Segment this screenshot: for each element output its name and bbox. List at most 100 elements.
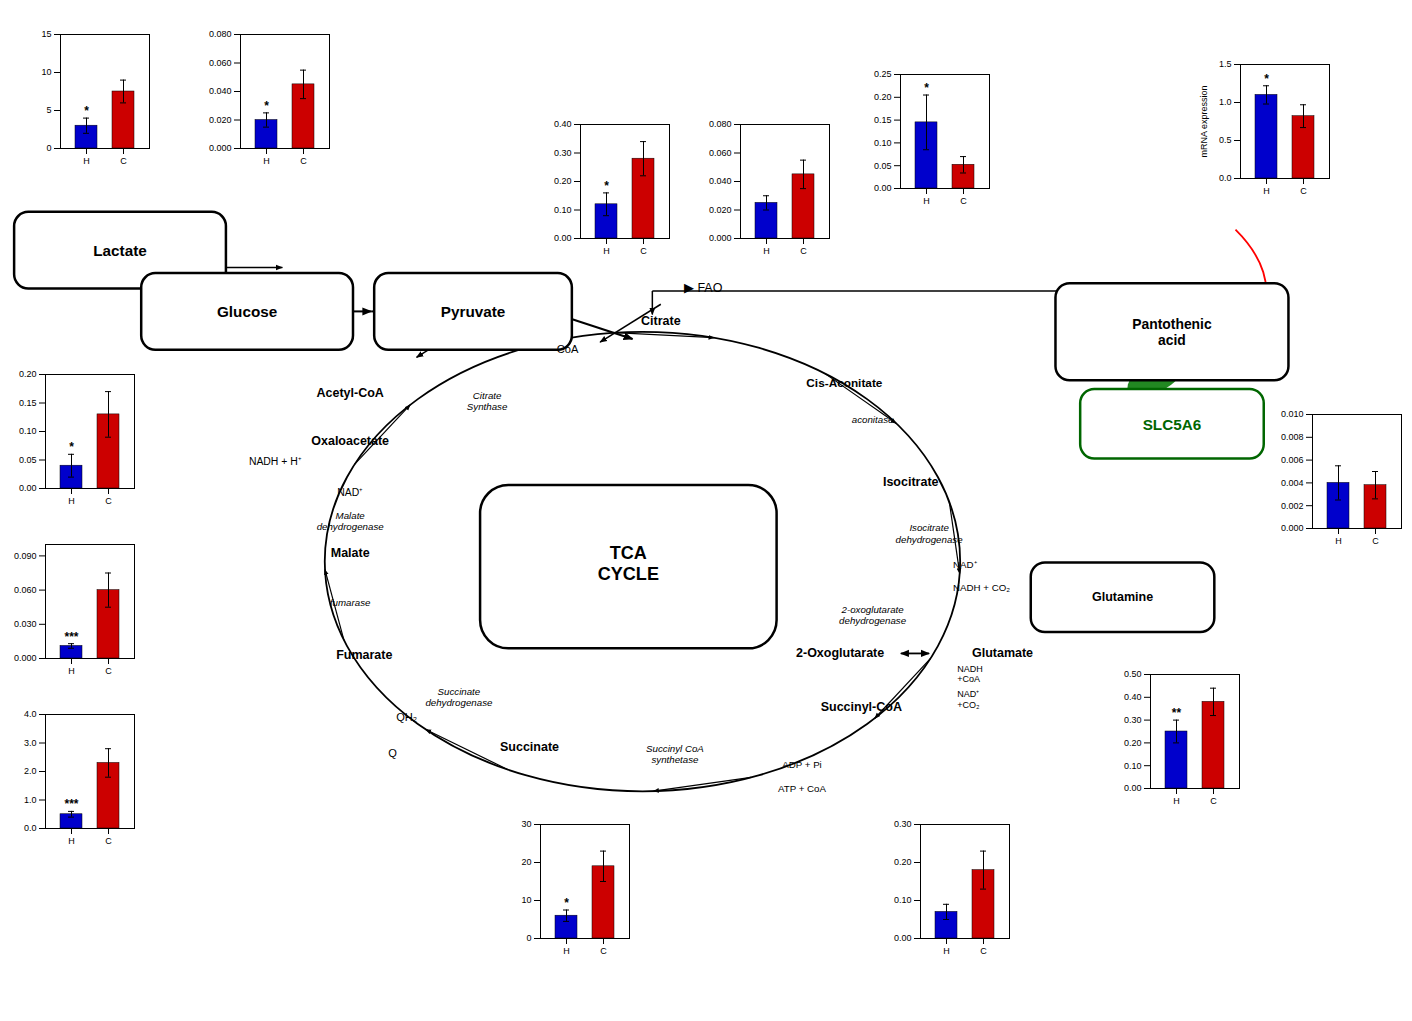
svg-text:0.30: 0.30 xyxy=(554,148,572,158)
svg-text:C: C xyxy=(1372,536,1379,546)
svg-text:0.000: 0.000 xyxy=(14,653,37,663)
svg-text:Acetyl-CoA: Acetyl-CoA xyxy=(316,386,383,400)
svg-text:H: H xyxy=(763,246,770,256)
svg-text:*: * xyxy=(264,99,269,113)
svg-text:0.060: 0.060 xyxy=(209,58,232,68)
svg-text:Isocitrate: Isocitrate xyxy=(883,475,939,489)
svg-text:Glutamine: Glutamine xyxy=(1092,590,1153,604)
svg-text:Citrate: Citrate xyxy=(641,314,681,328)
svg-text:0.10: 0.10 xyxy=(19,426,37,436)
svg-text:0.030: 0.030 xyxy=(14,619,37,629)
svg-text:0.40: 0.40 xyxy=(554,119,572,129)
svg-text:0.20: 0.20 xyxy=(19,369,37,379)
svg-text:Lactate: Lactate xyxy=(93,242,146,259)
svg-text:Pyruvate: Pyruvate xyxy=(441,303,506,320)
svg-text:H: H xyxy=(923,196,930,206)
svg-text:10: 10 xyxy=(521,895,531,905)
svg-text:*: * xyxy=(924,81,929,95)
svg-text:0.15: 0.15 xyxy=(874,115,892,125)
svg-text:***: *** xyxy=(64,797,78,811)
svg-text:0.00: 0.00 xyxy=(554,233,572,243)
svg-text:0.30: 0.30 xyxy=(1124,715,1142,725)
svg-text:0.000: 0.000 xyxy=(209,143,232,153)
svg-text:0.004: 0.004 xyxy=(1281,478,1304,488)
svg-text:▶ FAO: ▶ FAO xyxy=(684,281,723,295)
svg-text:Isocitratedehydrogenase: Isocitratedehydrogenase xyxy=(896,522,964,544)
svg-text:0.000: 0.000 xyxy=(709,233,732,243)
svg-text:Q: Q xyxy=(388,747,397,759)
svg-text:Malate: Malate xyxy=(331,546,370,560)
svg-text:*: * xyxy=(69,440,74,454)
svg-text:0.080: 0.080 xyxy=(709,119,732,129)
svg-text:0.00: 0.00 xyxy=(874,183,892,193)
svg-text:5: 5 xyxy=(46,105,51,115)
svg-text:0.00: 0.00 xyxy=(1124,783,1142,793)
svg-text:Succinyl-CoA: Succinyl-CoA xyxy=(821,700,902,714)
svg-text:0.002: 0.002 xyxy=(1281,501,1304,511)
svg-text:C: C xyxy=(300,156,307,166)
svg-text:H: H xyxy=(263,156,270,166)
svg-text:0.05: 0.05 xyxy=(19,455,37,465)
svg-text:0.010: 0.010 xyxy=(1281,409,1304,419)
svg-text:CitrateSynthase: CitrateSynthase xyxy=(467,389,508,411)
svg-text:0.10: 0.10 xyxy=(894,895,912,905)
svg-text:2-Oxoglutarate: 2-Oxoglutarate xyxy=(796,646,884,660)
svg-text:H: H xyxy=(1263,186,1270,196)
svg-text:0.10: 0.10 xyxy=(874,138,892,148)
svg-text:mRNA expression: mRNA expression xyxy=(1199,85,1209,157)
svg-text:1.0: 1.0 xyxy=(24,795,37,805)
svg-text:2.0: 2.0 xyxy=(24,766,37,776)
svg-text:H: H xyxy=(68,666,75,676)
svg-text:0.040: 0.040 xyxy=(709,176,732,186)
svg-text:0.020: 0.020 xyxy=(709,205,732,215)
svg-text:0.10: 0.10 xyxy=(1124,761,1142,771)
svg-text:H: H xyxy=(1173,796,1180,806)
svg-text:NADH+CoA: NADH+CoA xyxy=(957,664,983,684)
svg-text:0.20: 0.20 xyxy=(554,176,572,186)
svg-text:1.5: 1.5 xyxy=(1219,59,1232,69)
svg-text:H: H xyxy=(1335,536,1342,546)
svg-text:0.008: 0.008 xyxy=(1281,432,1304,442)
svg-text:0.060: 0.060 xyxy=(14,585,37,595)
svg-text:Fumarate: Fumarate xyxy=(336,648,392,662)
svg-text:Oxaloacetate: Oxaloacetate xyxy=(311,434,389,448)
svg-text:0.080: 0.080 xyxy=(209,29,232,39)
svg-text:C: C xyxy=(1300,186,1307,196)
svg-text:15: 15 xyxy=(41,29,51,39)
svg-text:0: 0 xyxy=(526,933,531,943)
svg-text:0.40: 0.40 xyxy=(1124,692,1142,702)
svg-text:0.25: 0.25 xyxy=(874,69,892,79)
svg-text:Succinyl CoAsynthetase: Succinyl CoAsynthetase xyxy=(646,742,704,764)
svg-text:0.30: 0.30 xyxy=(894,819,912,829)
svg-text:0.060: 0.060 xyxy=(709,148,732,158)
svg-text:NADH + H⁺: NADH + H⁺ xyxy=(249,456,302,467)
svg-text:0.20: 0.20 xyxy=(1124,738,1142,748)
svg-text:SLC5A6: SLC5A6 xyxy=(1143,415,1202,432)
svg-text:Glutamate: Glutamate xyxy=(972,646,1033,660)
svg-text:0.15: 0.15 xyxy=(19,398,37,408)
svg-text:0.20: 0.20 xyxy=(894,857,912,867)
svg-text:C: C xyxy=(120,156,127,166)
svg-text:0.006: 0.006 xyxy=(1281,455,1304,465)
svg-text:C: C xyxy=(105,666,112,676)
svg-text:0: 0 xyxy=(46,143,51,153)
svg-text:30: 30 xyxy=(521,819,531,829)
svg-text:2-oxoglutaratedehydrogenase: 2-oxoglutaratedehydrogenase xyxy=(839,604,907,626)
svg-text:H: H xyxy=(83,156,90,166)
svg-text:QH₂: QH₂ xyxy=(396,711,417,723)
svg-text:Glucose: Glucose xyxy=(217,303,277,320)
svg-text:H: H xyxy=(68,836,75,846)
svg-text:0.10: 0.10 xyxy=(554,205,572,215)
svg-text:C: C xyxy=(1210,796,1217,806)
svg-text:0.5: 0.5 xyxy=(1219,135,1232,145)
svg-text:CoA: CoA xyxy=(557,343,579,355)
svg-text:1.0: 1.0 xyxy=(1219,97,1232,107)
svg-text:H: H xyxy=(603,246,610,256)
svg-text:Succinate: Succinate xyxy=(500,740,559,754)
svg-text:0.0: 0.0 xyxy=(1219,173,1232,183)
svg-text:NAD⁺: NAD⁺ xyxy=(953,558,977,569)
svg-text:0.50: 0.50 xyxy=(1124,669,1142,679)
svg-text:3.0: 3.0 xyxy=(24,738,37,748)
svg-text:Succinatedehydrogenase: Succinatedehydrogenase xyxy=(425,685,493,707)
svg-text:NAD⁺+CO₂: NAD⁺+CO₂ xyxy=(957,689,980,709)
